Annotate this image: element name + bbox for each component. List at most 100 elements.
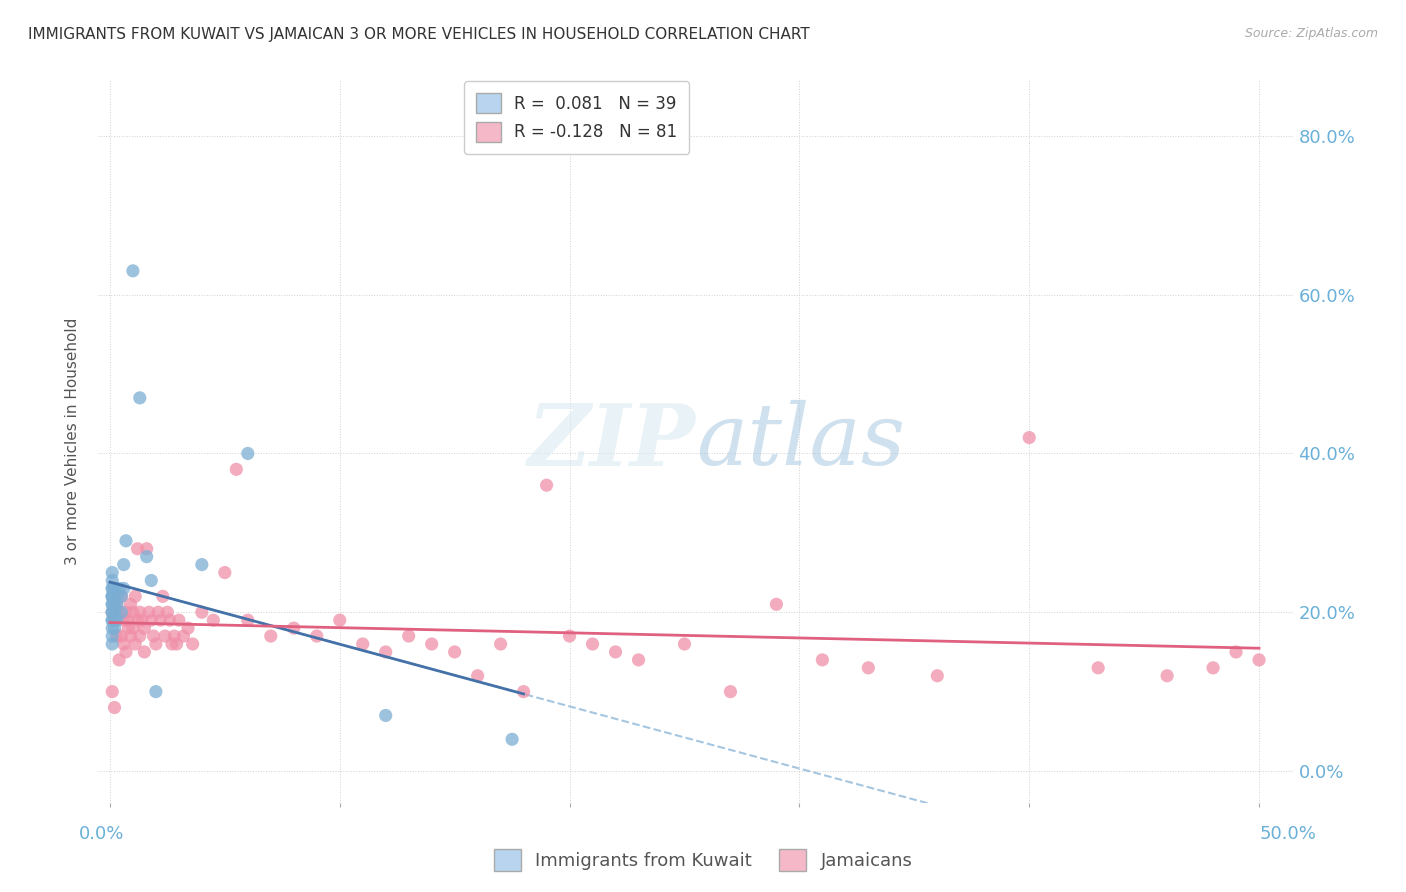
Text: 50.0%: 50.0% (1260, 825, 1316, 843)
Point (110, 629, 132, 643)
Point (103, 597, 125, 611)
Point (167, 613, 190, 627)
Point (159, 613, 181, 627)
Point (467, 669, 489, 683)
Point (117, 613, 139, 627)
Point (352, 637, 374, 651)
Point (134, 621, 156, 635)
Point (236, 613, 259, 627)
Point (1202, 661, 1225, 675)
Point (101, 597, 124, 611)
Point (115, 605, 138, 619)
Point (236, 446, 259, 460)
Point (720, 684, 742, 698)
Point (134, 645, 156, 659)
Point (101, 621, 124, 635)
Point (191, 558, 214, 572)
Point (145, 684, 167, 698)
Point (145, 637, 167, 651)
Point (128, 605, 150, 619)
Point (101, 637, 124, 651)
Point (1087, 661, 1109, 675)
Point (122, 264, 145, 278)
Point (101, 605, 124, 619)
Point (420, 637, 443, 651)
Point (166, 637, 188, 651)
Point (627, 653, 650, 667)
Point (283, 621, 305, 635)
Point (103, 582, 125, 596)
Point (112, 558, 135, 572)
Text: ZIP: ZIP (529, 400, 696, 483)
Point (1156, 669, 1178, 683)
Point (103, 621, 125, 635)
Point (135, 541, 157, 556)
Point (117, 621, 139, 635)
Point (673, 637, 696, 651)
Text: 0.0%: 0.0% (79, 825, 124, 843)
Point (101, 566, 124, 580)
Point (127, 613, 149, 627)
Point (489, 637, 512, 651)
Point (811, 653, 834, 667)
Point (374, 708, 396, 723)
Point (122, 605, 145, 619)
Point (858, 661, 880, 675)
Point (101, 590, 124, 604)
Point (101, 629, 124, 643)
Point (128, 629, 150, 643)
Point (138, 605, 160, 619)
Point (112, 637, 135, 651)
Point (101, 684, 124, 698)
Text: IMMIGRANTS FROM KUWAIT VS JAMAICAN 3 OR MORE VEHICLES IN HOUSEHOLD CORRELATION C: IMMIGRANTS FROM KUWAIT VS JAMAICAN 3 OR … (28, 27, 810, 42)
Legend: R =  0.081   N = 39, R = -0.128   N = 81: R = 0.081 N = 39, R = -0.128 N = 81 (464, 81, 689, 153)
Text: Source: ZipAtlas.com: Source: ZipAtlas.com (1244, 27, 1378, 40)
Point (156, 605, 179, 619)
Point (101, 597, 124, 611)
Point (135, 549, 157, 564)
Point (115, 533, 138, 548)
Point (105, 590, 128, 604)
Point (122, 621, 145, 635)
Point (112, 613, 135, 627)
Point (177, 621, 200, 635)
Point (581, 637, 603, 651)
Point (110, 605, 132, 619)
Point (191, 605, 214, 619)
Point (101, 613, 124, 627)
Point (128, 391, 150, 405)
Point (149, 613, 172, 627)
Point (105, 597, 128, 611)
Point (108, 653, 131, 667)
Point (124, 590, 146, 604)
Point (101, 590, 124, 604)
Point (103, 613, 125, 627)
Point (512, 684, 534, 698)
Point (181, 637, 204, 651)
Point (1247, 653, 1270, 667)
Point (101, 605, 124, 619)
Point (105, 629, 128, 643)
Text: atlas: atlas (696, 401, 905, 483)
Point (110, 590, 132, 604)
Point (536, 478, 558, 492)
Point (225, 462, 247, 476)
Point (501, 732, 523, 747)
Point (101, 582, 124, 596)
Point (101, 590, 124, 604)
Point (101, 582, 124, 596)
Point (101, 613, 124, 627)
Point (374, 645, 396, 659)
Point (152, 590, 174, 604)
Point (110, 590, 132, 604)
Point (443, 645, 465, 659)
Point (305, 629, 328, 643)
Point (131, 613, 153, 627)
Point (141, 574, 163, 588)
Point (105, 597, 128, 611)
Point (153, 629, 176, 643)
Point (765, 597, 787, 611)
Point (103, 700, 125, 714)
Y-axis label: 3 or more Vehicles in Household: 3 or more Vehicles in Household (65, 318, 80, 566)
Point (120, 629, 142, 643)
